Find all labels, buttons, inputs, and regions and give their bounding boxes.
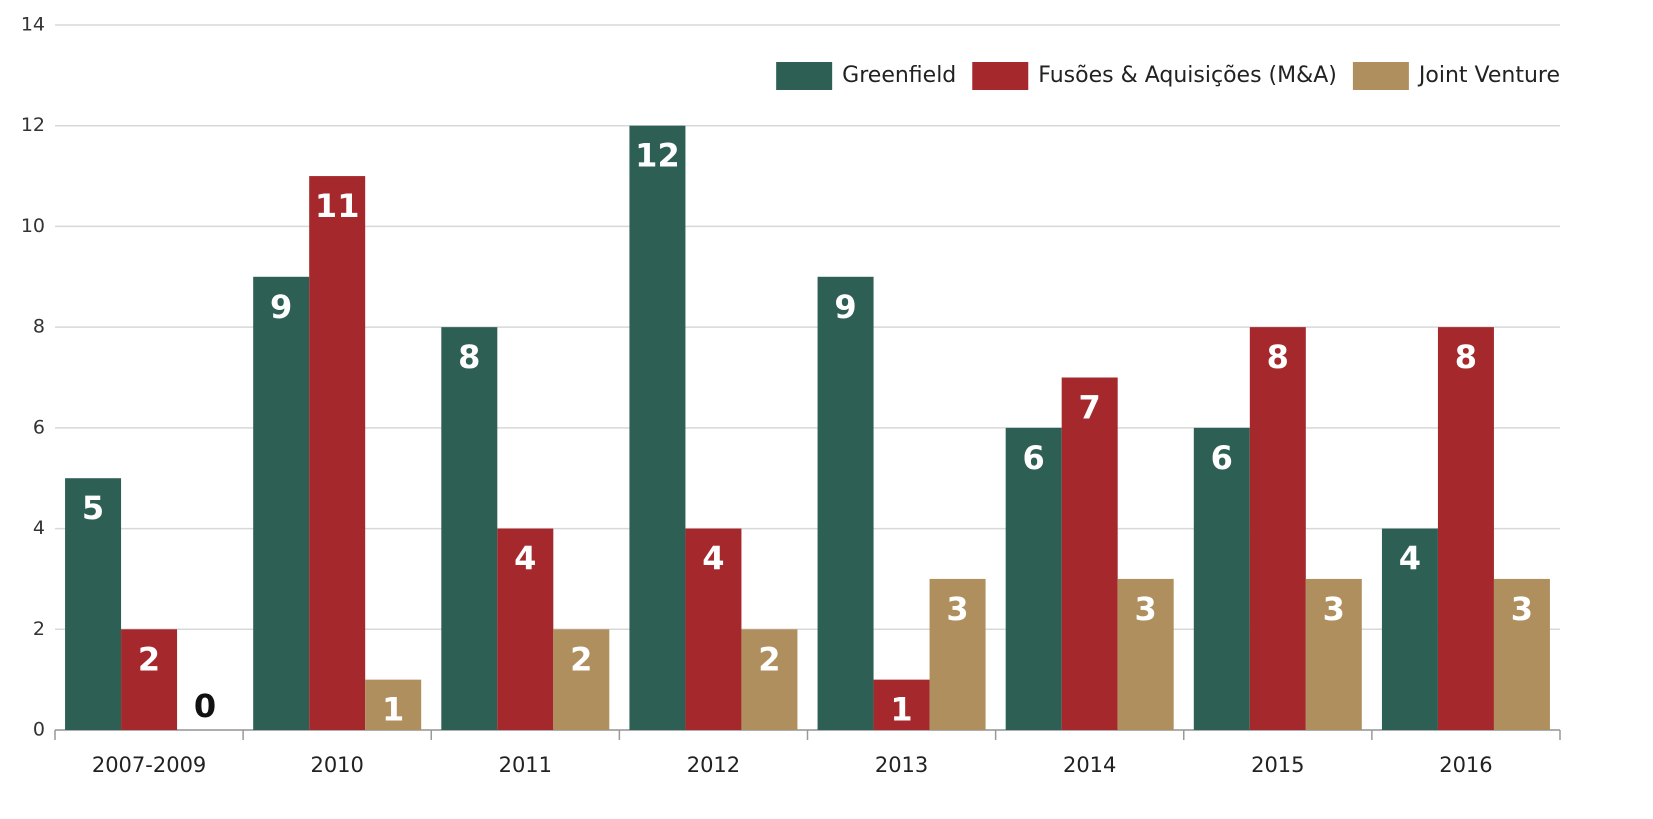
bar — [1249, 327, 1306, 730]
bar — [553, 629, 610, 730]
bar — [1005, 427, 1062, 730]
bar — [121, 629, 178, 730]
x-tick-label: 2013 — [875, 753, 928, 777]
x-tick-label: 2010 — [310, 753, 363, 777]
data-label: 3 — [1511, 590, 1533, 628]
data-label: 1 — [382, 691, 404, 729]
bar — [441, 327, 498, 730]
bar — [365, 679, 422, 730]
bar — [873, 679, 930, 730]
data-label: 0 — [194, 687, 216, 725]
legend-swatch — [972, 62, 1029, 90]
data-label: 9 — [270, 288, 292, 326]
bar — [309, 176, 366, 731]
x-tick-label: 2012 — [687, 753, 740, 777]
data-label: 8 — [458, 338, 480, 376]
bar — [1193, 427, 1250, 730]
data-label: 12 — [635, 137, 680, 175]
data-label: 4 — [702, 540, 724, 578]
bar — [65, 478, 122, 730]
y-tick-label: 0 — [33, 719, 45, 741]
data-label: 3 — [1323, 590, 1345, 628]
bar — [817, 276, 874, 730]
bar — [1117, 578, 1174, 730]
bar — [741, 629, 798, 730]
data-label: 2 — [570, 640, 592, 678]
data-label: 5 — [82, 489, 104, 527]
legend-swatch — [776, 62, 833, 90]
bar — [1493, 578, 1550, 730]
bar — [1381, 528, 1438, 730]
bar — [497, 528, 554, 730]
y-tick-label: 8 — [33, 316, 45, 338]
data-label: 2 — [138, 640, 160, 678]
data-label: 3 — [946, 590, 968, 628]
data-label: 8 — [1455, 338, 1477, 376]
data-label: 6 — [1211, 439, 1233, 477]
x-tick-label: 2007-2009 — [92, 753, 206, 777]
data-label: 2 — [758, 640, 780, 678]
data-label: 11 — [315, 187, 360, 225]
bar — [253, 276, 310, 730]
legend-swatch — [1352, 62, 1409, 90]
bar — [1305, 578, 1362, 730]
y-tick-label: 14 — [21, 14, 45, 36]
legend-label: Joint Venture — [1417, 63, 1560, 88]
data-label: 9 — [834, 288, 856, 326]
data-label: 8 — [1267, 338, 1289, 376]
data-label: 1 — [890, 691, 912, 729]
y-tick-label: 12 — [21, 114, 45, 136]
data-label: 4 — [1399, 540, 1421, 578]
data-label: 7 — [1079, 389, 1101, 427]
bar — [929, 578, 986, 730]
x-tick-label: 2011 — [499, 753, 552, 777]
legend-label: Fusões & Aquisições (M&A) — [1038, 63, 1337, 88]
bar — [1437, 327, 1494, 730]
x-tick-label: 2014 — [1063, 753, 1116, 777]
data-label: 4 — [514, 540, 536, 578]
y-tick-label: 6 — [33, 416, 45, 438]
y-tick-label: 2 — [33, 618, 45, 640]
y-tick-label: 10 — [21, 215, 45, 237]
bar — [629, 125, 686, 730]
bar — [685, 528, 742, 730]
x-tick-label: 2015 — [1251, 753, 1304, 777]
x-tick-label: 2016 — [1439, 753, 1492, 777]
bar — [1061, 377, 1118, 730]
data-label: 6 — [1023, 439, 1045, 477]
legend-label: Greenfield — [842, 63, 956, 88]
data-label: 3 — [1135, 590, 1157, 628]
y-tick-label: 4 — [33, 517, 45, 539]
